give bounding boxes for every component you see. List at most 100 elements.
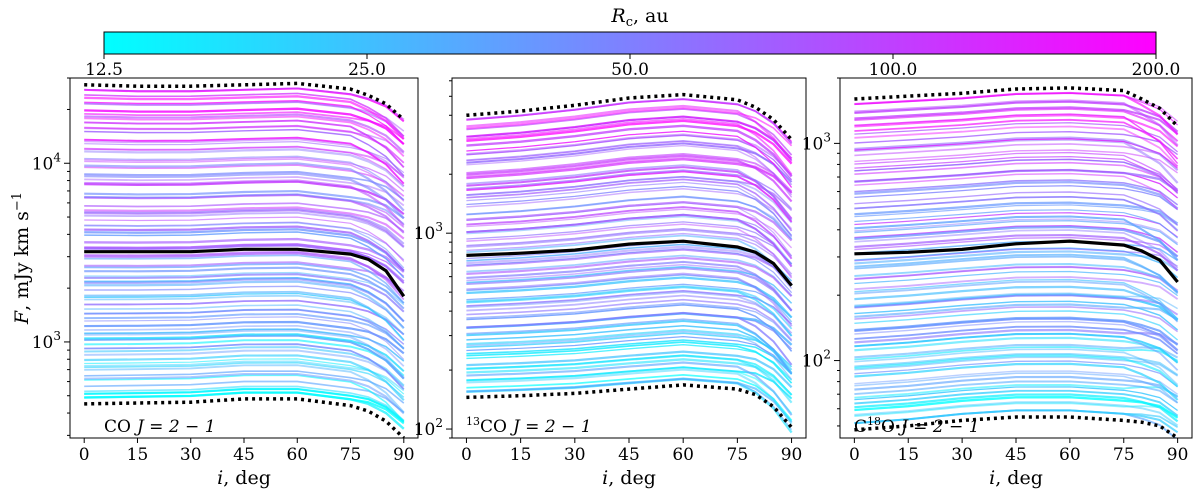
x-tick-label: 15 xyxy=(510,445,532,465)
model-curve xyxy=(854,402,1179,418)
model-curve xyxy=(854,362,1179,401)
model-curve xyxy=(854,91,1179,136)
model-curve xyxy=(854,380,1179,404)
model-curve xyxy=(84,202,405,233)
model-curve xyxy=(466,206,793,260)
model-curves xyxy=(854,86,1179,438)
model-curve xyxy=(466,158,793,194)
colorbar-tick-label: 50.0 xyxy=(611,60,649,80)
model-curve xyxy=(466,272,793,328)
model-curve xyxy=(84,360,405,392)
x-tick-label: 60 xyxy=(672,445,694,465)
model-curve xyxy=(466,115,793,160)
model-curve xyxy=(84,148,405,188)
model-curve xyxy=(84,280,405,330)
x-axis-label: i, deg xyxy=(602,467,656,489)
model-curve xyxy=(854,220,1179,246)
x-tick-label: 15 xyxy=(127,445,149,465)
model-curve xyxy=(466,185,793,236)
model-curve xyxy=(854,306,1179,333)
model-curve xyxy=(854,332,1179,364)
model-curve xyxy=(854,300,1179,331)
model-curve xyxy=(84,164,405,197)
colorbar-ticks: 12.5 25.0 50.0 100.0 200.0 xyxy=(85,54,1180,80)
model-curve xyxy=(466,366,793,400)
colorbar-label: Rc, au xyxy=(610,5,668,30)
model-curve xyxy=(466,318,793,375)
model-curve xyxy=(854,212,1178,238)
panel-label: C18O J = 2 − 1 xyxy=(854,415,980,437)
model-curve xyxy=(854,236,1178,258)
model-curve xyxy=(466,169,793,210)
model-curve xyxy=(466,98,793,145)
model-curve xyxy=(466,108,793,156)
model-curve xyxy=(84,320,405,355)
model-curve xyxy=(84,328,405,362)
colorbar-tick-label: 25.0 xyxy=(348,60,386,80)
x-tick-label: 60 xyxy=(1059,445,1081,465)
model-curve xyxy=(854,354,1179,388)
model-curve xyxy=(854,191,1179,226)
model-curve xyxy=(466,285,793,330)
model-curve xyxy=(466,302,793,342)
x-tick-label: 45 xyxy=(233,445,255,465)
model-curve xyxy=(466,335,793,375)
model-curve xyxy=(84,329,405,379)
model-curve xyxy=(854,248,1178,268)
model-curve xyxy=(854,130,1179,156)
x-tick-label: 30 xyxy=(564,445,586,465)
model-curve xyxy=(854,303,1179,321)
model-curve xyxy=(84,158,405,202)
median-line xyxy=(854,239,1179,284)
model-curve xyxy=(84,92,405,137)
colorbar-tick-label: 12.5 xyxy=(85,60,123,80)
model-curve xyxy=(466,378,793,430)
model-curve xyxy=(854,278,1179,320)
model-curve xyxy=(84,334,405,380)
model-curve xyxy=(466,265,793,304)
model-curve xyxy=(854,276,1179,300)
model-curve xyxy=(854,106,1179,135)
model-curve xyxy=(84,362,405,398)
model-curve xyxy=(84,216,405,262)
x-axis-label: i, deg xyxy=(217,467,271,489)
model-curve xyxy=(854,185,1178,211)
model-curve xyxy=(854,155,1179,194)
model-curve xyxy=(84,324,405,367)
model-curve xyxy=(854,310,1179,341)
model-curve xyxy=(84,380,405,414)
model-curve xyxy=(84,99,405,145)
model-curve xyxy=(854,384,1179,399)
colorbar-tick-label: 200.0 xyxy=(1132,60,1181,80)
x-axis-label: i, deg xyxy=(989,467,1043,489)
model-curve xyxy=(84,385,405,422)
model-curve xyxy=(854,225,1179,258)
x-tick-label: 0 xyxy=(79,445,90,465)
model-curve xyxy=(84,155,405,201)
model-curve xyxy=(854,234,1179,272)
model-curve xyxy=(466,208,793,249)
model-curve xyxy=(854,409,1179,428)
y-tick-label: 102 xyxy=(802,348,831,372)
model-curve xyxy=(84,209,405,248)
model-curve xyxy=(466,117,793,175)
median-line xyxy=(466,239,793,287)
model-curve xyxy=(854,114,1179,148)
model-curve xyxy=(854,218,1179,244)
y-tick-label: 103 xyxy=(414,220,443,244)
model-curve xyxy=(854,195,1179,231)
model-curves xyxy=(84,81,406,438)
model-curve xyxy=(84,136,405,185)
model-curve xyxy=(466,298,793,341)
model-curve xyxy=(854,386,1178,412)
model-curve xyxy=(466,154,793,203)
model-curve xyxy=(84,358,405,395)
model-curve xyxy=(854,336,1179,363)
model-curve xyxy=(466,176,793,224)
lower-envelope-line xyxy=(84,397,406,438)
model-curve xyxy=(84,87,405,120)
model-curve xyxy=(84,278,405,323)
model-curve xyxy=(854,136,1179,171)
lower-envelope-line xyxy=(854,415,1179,438)
x-tick-label: 90 xyxy=(393,445,415,465)
